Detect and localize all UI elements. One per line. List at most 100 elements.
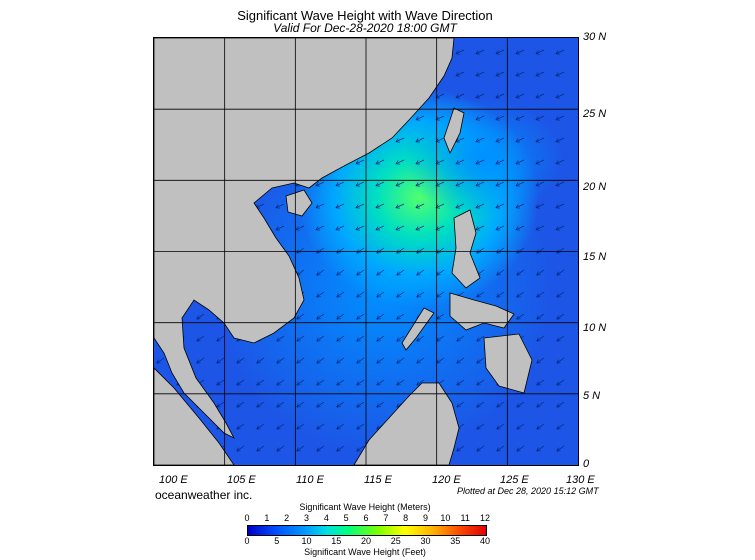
wave-direction-arrow <box>376 357 385 364</box>
wave-direction-arrow <box>535 159 545 165</box>
wave-direction-arrow <box>316 401 325 408</box>
wave-direction-arrow <box>515 181 525 187</box>
mainland-asia <box>154 38 455 439</box>
wave-direction-arrow <box>236 423 245 430</box>
wave-direction-arrow <box>256 357 265 364</box>
colorbar-meters-tick: 2 <box>284 513 290 523</box>
wave-direction-arrow <box>456 379 465 386</box>
colorbar-feet-tick: 25 <box>390 536 401 546</box>
wave-direction-arrow <box>356 269 365 276</box>
wave-direction-arrow <box>335 225 345 231</box>
wave-direction-arrow <box>535 93 545 99</box>
wave-direction-arrow <box>275 203 285 209</box>
wave-direction-arrow <box>415 203 425 209</box>
wave-direction-arrow <box>415 137 425 143</box>
wave-direction-arrow <box>196 335 205 342</box>
wave-direction-arrow <box>536 291 545 298</box>
wave-direction-arrow <box>415 159 425 165</box>
wave-direction-arrow <box>555 115 565 121</box>
wave-direction-arrow <box>296 423 305 430</box>
wave-direction-arrow <box>416 357 425 364</box>
wave-direction-arrow <box>536 379 545 386</box>
wave-direction-arrow <box>355 225 365 231</box>
wave-direction-arrow <box>536 335 545 342</box>
lon-label-130e: 130 E <box>566 474 595 486</box>
lon-label-115e: 115 E <box>364 474 392 486</box>
wave-direction-arrow <box>296 379 305 386</box>
wave-direction-arrow <box>396 269 405 276</box>
colorbar-meters-tick: 9 <box>422 513 429 523</box>
wave-direction-arrow <box>536 445 545 452</box>
wave-direction-arrow <box>496 291 505 298</box>
wave-direction-arrow <box>336 357 345 364</box>
wave-direction-arrow <box>476 445 485 452</box>
philippines-central <box>449 292 515 331</box>
wave-direction-arrow <box>336 291 345 298</box>
wave-direction-arrow <box>236 401 245 408</box>
wave-direction-arrow <box>375 203 385 209</box>
wave-direction-arrow <box>296 357 305 364</box>
wave-direction-arrow <box>375 225 385 231</box>
wave-direction-arrow <box>395 137 405 143</box>
wave-direction-arrow <box>256 423 265 430</box>
colorbar-meters-tick: 8 <box>403 513 409 523</box>
wave-direction-arrow <box>216 401 225 408</box>
wave-direction-arrow <box>516 401 525 408</box>
wave-direction-arrow <box>355 159 365 165</box>
wave-direction-arrow <box>355 181 365 187</box>
wave-direction-arrow <box>316 335 325 342</box>
wave-direction-arrow <box>315 203 325 209</box>
wave-direction-arrow <box>156 357 165 364</box>
wave-direction-arrow <box>395 181 405 187</box>
lon-label-100e: 100 E <box>159 474 188 486</box>
wave-direction-arrow <box>516 313 525 320</box>
colorbar-meters-tick: 10 <box>440 513 451 523</box>
sumatra-malaya <box>154 367 235 465</box>
colorbar-meters-tick: 11 <box>460 513 470 523</box>
lat-label-10n: 10 N <box>583 322 607 334</box>
wave-direction-arrow <box>396 335 405 342</box>
wave-direction-arrow <box>335 203 345 209</box>
colorbar-meters-tick: 3 <box>303 513 310 523</box>
wave-direction-arrow <box>316 379 325 386</box>
lat-label-30n: 30 N <box>583 31 607 43</box>
wave-direction-arrow <box>216 379 225 386</box>
wave-direction-arrow <box>515 115 525 121</box>
wave-direction-arrow <box>536 423 545 430</box>
wave-direction-arrow <box>356 313 365 320</box>
wave-direction-arrow <box>415 225 425 231</box>
wave-direction-arrow <box>476 401 485 408</box>
wave-direction-arrow <box>316 423 325 430</box>
wave-direction-arrow <box>336 269 345 276</box>
wave-direction-arrow <box>376 313 385 320</box>
colorbar-meters-tick: 5 <box>343 513 349 523</box>
wave-direction-arrow <box>535 49 545 55</box>
wave-direction-arrow <box>316 269 325 276</box>
wave-direction-arrow <box>516 269 525 276</box>
wave-direction-arrow <box>455 71 465 77</box>
colorbar-feet-tick: 15 <box>331 536 342 546</box>
wave-direction-arrow <box>475 71 485 77</box>
colorbar-meters-tick: 4 <box>323 513 329 523</box>
colorbar-feet-title: Significant Wave Height (Feet) <box>304 547 426 557</box>
wave-direction-arrow <box>535 115 545 121</box>
colorbar-feet-tick: 20 <box>360 536 372 546</box>
wave-direction-arrow <box>495 115 505 121</box>
wave-direction-arrow <box>535 137 545 143</box>
wave-direction-arrow <box>356 335 365 342</box>
wave-direction-arrow <box>496 401 505 408</box>
wave-direction-arrow <box>336 335 345 342</box>
lon-label-110e: 110 E <box>296 474 324 486</box>
wave-direction-arrow <box>236 379 245 386</box>
wave-direction-arrow <box>336 313 345 320</box>
wave-direction-arrow <box>456 357 465 364</box>
wave-direction-arrow <box>495 49 505 55</box>
wave-direction-arrow <box>355 203 365 209</box>
wave-direction-arrow <box>216 357 225 364</box>
luzon <box>451 209 481 289</box>
wave-direction-arrow <box>336 379 345 386</box>
colorbar-feet-tick: 10 <box>301 536 312 546</box>
wave-direction-arrow <box>536 269 545 276</box>
wave-direction-arrow <box>395 203 405 209</box>
wave-direction-arrow <box>315 225 325 231</box>
